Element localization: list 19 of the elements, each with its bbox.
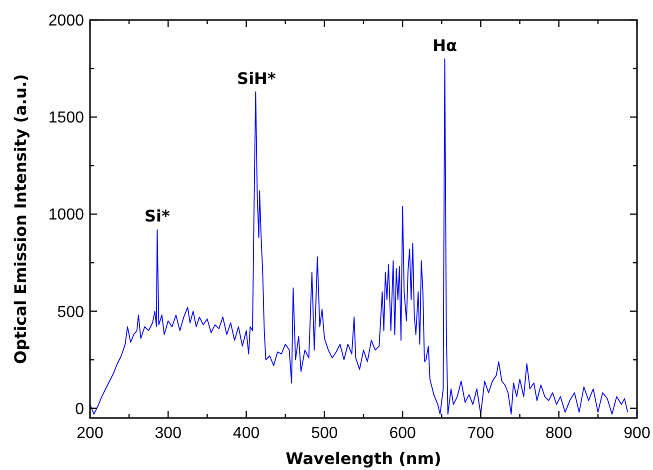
x-tick-label: 800 [546,425,572,442]
x-tick-label: 300 [154,425,182,442]
x-tick-label: 400 [232,425,260,442]
y-axis-title: Optical Emission Intensity (a.u.) [11,74,30,364]
x-tick-label: 200 [76,425,104,442]
y-tick-label: 0 [75,400,84,418]
annotation: Hα [432,36,457,55]
y-tick-label: 1500 [48,110,84,127]
annotation: SiH* [237,68,276,88]
x-tick-label: 600 [389,425,416,442]
annotation: Si* [144,206,171,226]
y-tick-label: 2000 [48,12,84,30]
line-series [90,58,628,415]
y-tick-label: 500 [57,304,84,321]
x-axis-title: Wavelength (nm) [286,449,442,468]
y-tick-label: 1000 [48,206,84,224]
x-tick-label: 500 [311,425,338,442]
x-tick-label: 900 [624,425,650,442]
x-tick-label: 700 [467,425,494,442]
